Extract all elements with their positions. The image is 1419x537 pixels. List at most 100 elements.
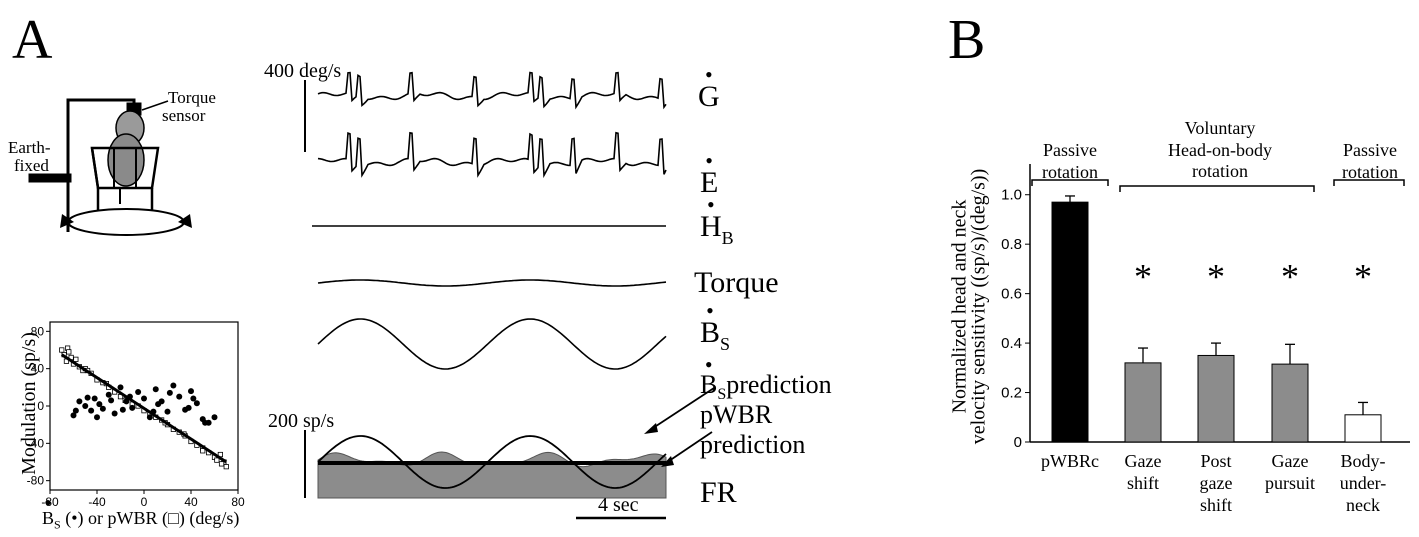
category-label: pWBRc — [1041, 451, 1099, 471]
bs-point — [76, 398, 83, 405]
bs-point — [202, 419, 209, 426]
significance-star: * — [1207, 257, 1225, 297]
y-tick-label: -40 — [27, 436, 45, 450]
bs-point — [188, 388, 194, 395]
label-pwbr-pred-1: pWBR — [700, 400, 773, 429]
bs-point — [185, 404, 192, 411]
y-tick-label: 0 — [37, 399, 44, 413]
bar — [1124, 362, 1162, 443]
bar-y-tick-label: 0.8 — [1001, 236, 1022, 253]
body-velocity-trace — [317, 318, 667, 370]
bs-point — [84, 394, 91, 401]
x-tick-label: -40 — [88, 495, 106, 509]
label-hb: HB — [700, 212, 734, 248]
label-g: G — [698, 82, 720, 112]
y-tick-label: -80 — [27, 474, 45, 488]
pwbr-point — [214, 457, 220, 463]
group-passive-label: Passive rotation — [1042, 140, 1098, 182]
bar — [1271, 363, 1309, 443]
bracket-voluntary — [1119, 185, 1315, 192]
bs-prediction-trace — [317, 435, 667, 489]
bs-point — [108, 397, 115, 404]
earth-fixed-bar — [28, 173, 72, 183]
bar-y-tick-label: 1.0 — [1001, 187, 1022, 204]
pwbr-point — [66, 349, 72, 355]
bs-point — [146, 414, 153, 421]
bs-point — [123, 398, 130, 405]
bs-point — [94, 414, 100, 421]
bs-point — [99, 405, 106, 412]
group-voluntary-label: Voluntary Head-on-body rotation — [1168, 118, 1272, 182]
bs-point — [88, 407, 95, 414]
x-tick-label: 80 — [231, 495, 245, 509]
label-pwbr-pred-2: prediction — [700, 430, 806, 459]
bar-y-tick-label: 0.4 — [1001, 335, 1022, 352]
earth-label-2: fixed — [14, 156, 49, 175]
significance-star: * — [1134, 257, 1152, 297]
x-tick-label: 0 — [141, 495, 148, 509]
bar-y-tick-label: 0.2 — [1001, 385, 1022, 402]
bs-point — [193, 400, 200, 407]
category-label: shift — [1127, 473, 1159, 493]
bs-point — [96, 401, 103, 408]
group-passive2-label: Passive rotation — [1342, 140, 1398, 182]
bs-point — [190, 395, 197, 402]
bs-point — [211, 414, 218, 421]
category-label: Gaze — [1125, 451, 1162, 471]
bs-point — [82, 403, 89, 409]
fr-scale-label: 200 sp/s — [268, 410, 335, 432]
bar-y-tick-label: 0 — [1014, 434, 1022, 451]
bs-point — [72, 407, 79, 414]
pwbr-point — [200, 448, 206, 454]
pwbr-point — [73, 356, 79, 362]
bs-point — [129, 404, 136, 411]
bar-y-tick-label: 0.6 — [1001, 286, 1022, 303]
scatter-xlabel-rest: (•) or pWBR (□) (deg/s) — [65, 508, 240, 528]
bar — [1344, 414, 1382, 443]
torque-label-2: sensor — [162, 106, 206, 125]
category-label: shift — [1200, 495, 1232, 515]
x-tick-label: 40 — [184, 495, 198, 509]
bs-point — [91, 395, 98, 402]
bs-point — [166, 389, 173, 396]
label-torque: Torque — [694, 266, 779, 299]
torque-label-1: Torque — [168, 88, 216, 107]
significance-star: * — [1281, 257, 1299, 297]
scatter-xlabel: BS (•) or pWBR (□) (deg/s) — [42, 508, 239, 533]
panel-b-letter: B — [948, 9, 986, 71]
torque-trace — [317, 279, 667, 287]
velocity-scale-label: 400 deg/s — [264, 60, 342, 82]
category-label: pursuit — [1265, 473, 1315, 493]
y-tick-label: 80 — [31, 324, 45, 338]
bs-point — [111, 410, 118, 417]
bar — [1197, 354, 1235, 443]
bar — [1051, 201, 1089, 443]
panel-a-letter: A — [12, 9, 53, 71]
category-label: neck — [1346, 495, 1380, 515]
bs-point — [164, 408, 171, 415]
category-label: gaze — [1200, 473, 1233, 493]
bs-point — [176, 393, 183, 400]
category-label: Gaze — [1272, 451, 1309, 471]
eye-velocity-trace — [317, 131, 667, 179]
category-label: under- — [1340, 473, 1387, 493]
label-e: E — [700, 168, 718, 198]
earth-label-1: Earth- — [8, 138, 51, 157]
gaze-velocity-trace — [317, 71, 667, 110]
bs-point — [135, 389, 142, 395]
bs-point — [119, 406, 126, 413]
bs-point — [105, 391, 112, 398]
pwbr-point — [223, 464, 229, 470]
bs-point — [170, 382, 177, 389]
scatter-xlabel-b: B — [42, 508, 54, 529]
bar-ylabel-2: velocity sensitivity ((sp/s)/(deg/s)) — [967, 168, 990, 445]
label-bs: BS — [700, 318, 730, 354]
regression-line — [60, 353, 228, 464]
label-bs-prediction: BSprediction — [700, 372, 832, 403]
bs-point — [155, 401, 162, 408]
time-scale-label: 4 sec — [598, 494, 639, 516]
label-fr: FR — [700, 476, 737, 509]
